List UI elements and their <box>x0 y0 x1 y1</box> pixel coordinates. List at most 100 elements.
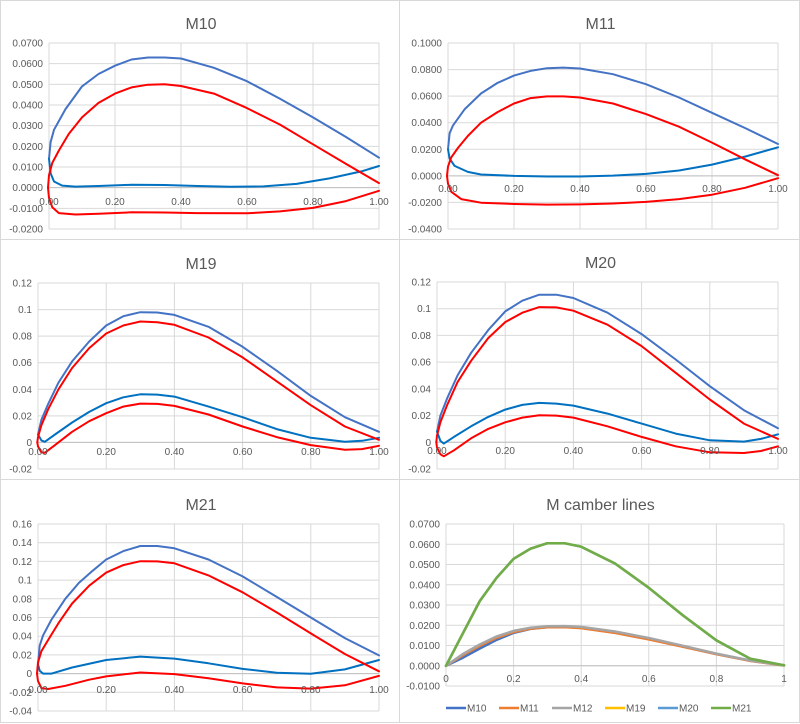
x-tick-label: 0.60 <box>233 685 253 696</box>
chart-panel-m21: M21 -0.04 -0.02 0 0.02 0.04 0.06 0.08 0.1 0.12 0.1… <box>0 479 400 723</box>
y-tick-label: 0.0600 <box>411 92 442 103</box>
y-tick-label: 0.02 <box>412 411 432 422</box>
y-tick-label: 0.06 <box>13 358 33 369</box>
y-tick-label: 0.0200 <box>409 621 440 632</box>
y-tick-label: -0.02 <box>9 465 32 476</box>
x-tick-label: 1.00 <box>369 447 389 458</box>
x-tick-label: 0.80 <box>303 197 323 208</box>
legend-item-m21: M21 <box>711 704 752 715</box>
x-tick-label: 0 <box>443 674 449 685</box>
legend-label: M19 <box>626 704 646 715</box>
legend-item-m20: M20 <box>658 704 699 715</box>
y-tick-label: 0.0200 <box>411 145 442 156</box>
y-tick-label: 0.08 <box>13 594 33 605</box>
y-tick-label: 0.08 <box>412 331 432 342</box>
y-tick-label: 0.0100 <box>409 641 440 652</box>
y-tick-label: 0.12 <box>13 557 33 568</box>
x-tick-label: 0.20 <box>504 184 524 195</box>
legend-label: M21 <box>732 704 752 715</box>
chart-title: M11 <box>586 16 616 33</box>
chart-title: M camber lines <box>546 497 654 514</box>
legend-item-m10: M10 <box>446 704 487 715</box>
y-tick-label: 0 <box>425 438 431 449</box>
chart-title: M19 <box>185 256 216 273</box>
x-tick-label: 0.8 <box>709 674 723 685</box>
y-tick-label: 0.12 <box>412 278 432 289</box>
x-tick-label: 0.60 <box>632 446 652 457</box>
chart-title: M10 <box>185 16 216 33</box>
y-tick-label: 0.14 <box>13 538 33 549</box>
y-tick-label: 0.0000 <box>409 661 440 672</box>
y-tick-label: 0.0600 <box>409 540 440 551</box>
x-tick-label: 1.00 <box>768 446 788 457</box>
chart-panel-m20: M20 -0.02 0 0.02 0.04 0.06 0.08 0.1 0.12 0.00 0.20… <box>399 239 800 480</box>
y-tick-label: 0.1 <box>18 576 32 587</box>
m11-chart-svg: M11 -0.0400 -0.0200 0.0000 0.0200 0.0400 0.060… <box>408 16 788 236</box>
series-line-red-upper <box>446 95 779 177</box>
series-line-m12 <box>444 624 786 668</box>
y-tick-label: 0.0000 <box>12 183 43 194</box>
y-tick-label: 0.08 <box>13 332 33 343</box>
series-line-blue-upper <box>37 545 380 666</box>
m19-chart-svg: M19 -0.02 0 0.02 0.04 0.06 0.08 0.1 0.12 0.00 0.20… <box>9 256 389 476</box>
series-line-blue-lower <box>436 401 779 445</box>
series-line-blue-lower <box>37 393 380 443</box>
y-tick-label: -0.0200 <box>9 225 43 236</box>
series-line-red-lower <box>47 186 380 216</box>
y-tick-label: -0.02 <box>9 688 32 699</box>
x-tick-label: 0.80 <box>301 447 321 458</box>
series-line-blue-lower <box>48 157 380 188</box>
x-tick-label: 0.00 <box>28 447 48 458</box>
camber-chart-svg: M camber lines -0.0100 0.0000 0.0100 0.0200 0… <box>406 497 787 715</box>
y-tick-label: 0.0700 <box>409 520 440 531</box>
series-line-blue-upper <box>48 56 380 160</box>
x-tick-label: 1.00 <box>369 685 389 696</box>
x-tick-label: 0.60 <box>636 184 656 195</box>
y-tick-label: 0.02 <box>13 650 33 661</box>
chart-panel-camber: M camber lines -0.0100 0.0000 0.0100 0.0200 0… <box>399 479 800 723</box>
y-tick-label: 0.0500 <box>409 560 440 571</box>
series-line-blue-lower <box>447 146 779 178</box>
y-tick-label: -0.04 <box>9 707 32 718</box>
chart-title: M21 <box>185 497 216 514</box>
x-tick-label: 0.60 <box>233 447 253 458</box>
y-tick-label: 0.0400 <box>409 580 440 591</box>
y-tick-label: -0.0100 <box>406 682 440 693</box>
y-tick-label: 0.04 <box>13 385 33 396</box>
legend-label: M12 <box>573 704 593 715</box>
x-tick-label: 0.4 <box>574 674 588 685</box>
chart-panel-m10: M10 -0.0200 -0.0100 0.0000 0.0100 0.0200 0.030… <box>0 0 400 240</box>
y-tick-label: 0.0000 <box>411 171 442 182</box>
series-line-red-lower <box>36 671 380 690</box>
y-tick-label: -0.02 <box>408 465 431 476</box>
legend-label: M11 <box>520 704 539 715</box>
x-tick-label: 1.00 <box>768 184 788 195</box>
chart-title: M20 <box>585 255 616 272</box>
m20-chart-svg: M20 -0.02 0 0.02 0.04 0.06 0.08 0.1 0.12 0.00 0.20… <box>408 255 788 476</box>
y-tick-label: 0.1 <box>417 304 431 315</box>
x-tick-label: 0.80 <box>301 685 321 696</box>
series-line-blue-upper <box>37 311 380 436</box>
series-line-m11 <box>444 625 786 668</box>
x-tick-label: 0.40 <box>171 197 191 208</box>
series-line-red-upper <box>47 83 380 189</box>
x-tick-label: 0.00 <box>28 685 48 696</box>
x-tick-label: 0.6 <box>642 674 656 685</box>
y-tick-label: 0 <box>26 669 32 680</box>
y-tick-label: -0.0100 <box>9 204 43 215</box>
y-tick-label: 0.0400 <box>12 101 43 112</box>
y-tick-label: 0.1 <box>18 305 32 316</box>
series-line-red-upper <box>36 320 380 444</box>
series-line-red-upper <box>435 306 779 444</box>
series-line-m21 <box>444 541 786 668</box>
y-tick-label: 0.0500 <box>12 80 43 91</box>
y-tick-label: 0.0800 <box>411 65 442 76</box>
y-tick-label: -0.0200 <box>408 198 442 209</box>
series-line-red-lower <box>36 402 380 454</box>
y-tick-label: 0.12 <box>13 279 33 290</box>
x-tick-label: 0.40 <box>564 446 584 457</box>
m10-chart-svg: M10 -0.0200 -0.0100 0.0000 0.0100 0.0200 0.030… <box>9 16 389 236</box>
y-tick-label: 0.16 <box>13 520 33 531</box>
y-tick-label: 0.0300 <box>409 601 440 612</box>
x-tick-label: 0.60 <box>237 197 257 208</box>
